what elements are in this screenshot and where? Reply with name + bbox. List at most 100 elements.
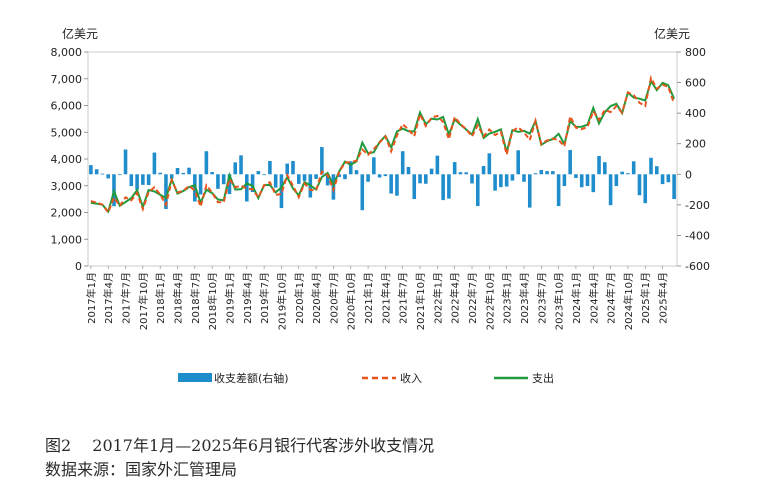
balance-bar (504, 174, 509, 187)
balance-bars (89, 147, 676, 211)
plot-border (87, 51, 678, 267)
x-tick-label: 2023年4月 (518, 272, 531, 324)
balance-bar (268, 160, 272, 175)
balance-bar (210, 171, 214, 175)
balance-bar (672, 174, 676, 200)
x-tick-label: 2018年4月 (172, 272, 185, 324)
balance-bar (608, 174, 613, 206)
balance-bar (89, 165, 93, 175)
right-tick-label: -600 (685, 260, 710, 273)
x-tick-label: 2017年7月 (120, 272, 133, 324)
balance-bar (539, 170, 544, 175)
right-tick-label: -400 (685, 229, 710, 242)
balance-bar (354, 170, 359, 175)
left-tick-label: 2,000 (51, 207, 83, 220)
x-tick-label: 2018年7月 (189, 272, 202, 324)
balance-bar (296, 174, 301, 184)
income-line (90, 74, 676, 215)
x-tick-label: 2018年10月 (206, 272, 219, 330)
balance-bar (400, 151, 405, 175)
balance-bar (447, 174, 451, 199)
x-tick-label: 2021年10月 (414, 272, 427, 330)
balance-bar (239, 155, 243, 175)
balance-bar (395, 174, 399, 196)
x-tick-label: 2023年7月 (535, 272, 548, 324)
balance-bar (343, 174, 347, 180)
right-tick-label: 600 (685, 77, 706, 90)
balance-bar (164, 174, 168, 209)
balance-bar (117, 174, 122, 176)
x-tick-label: 2020年4月 (310, 272, 323, 324)
balance-bar (100, 173, 105, 175)
legend-label-expenditure: 支出 (532, 371, 554, 385)
balance-bar (643, 174, 648, 204)
balance-bar (383, 174, 388, 177)
balance-bar (660, 174, 665, 185)
balance-bar (291, 160, 295, 175)
left-tick-label: 5,000 (51, 126, 83, 139)
x-tick-label: 2023年1月 (501, 272, 514, 324)
balance-bar (556, 174, 561, 207)
balance-bar (545, 171, 549, 175)
balance-bar (568, 149, 572, 175)
balance-bar (348, 161, 353, 175)
chart: 亿美元 亿美元 0 1,000 2,000 3,000 4,000 5,000 6,000 7… (51, 26, 710, 385)
x-tick-label: 2020年10月 (345, 272, 358, 330)
balance-bar (464, 172, 469, 175)
x-tick-label: 2025年1月 (639, 272, 652, 324)
balance-bar (146, 174, 151, 185)
balance-bar (175, 168, 180, 175)
plot-area (87, 51, 678, 267)
x-tick-label: 2019年1月 (223, 272, 236, 324)
balance-bar (181, 172, 186, 175)
balance-bar (245, 174, 249, 202)
x-tick-label: 2017年10月 (137, 272, 150, 330)
right-tick-label: 400 (685, 107, 706, 120)
balance-bar (262, 174, 266, 176)
balance-bar (94, 169, 99, 175)
right-tick-label: 200 (685, 138, 706, 151)
balance-bar (487, 153, 492, 175)
balance-bar (603, 162, 607, 175)
right-tick-label: 800 (685, 46, 706, 59)
balance-bar (256, 171, 261, 175)
balance-bar (412, 174, 417, 200)
x-tick-label: 2020年7月 (327, 272, 340, 324)
balance-bar (493, 174, 497, 191)
x-tick-label: 2021年1月 (362, 272, 375, 324)
x-tick-label: 2025年4月 (657, 272, 670, 324)
left-tick-label: 7,000 (51, 73, 83, 86)
balance-bar (320, 147, 324, 175)
left-tick-label: 4,000 (51, 153, 83, 166)
balance-bar (499, 174, 503, 188)
x-tick-label: 2017年1月 (85, 272, 98, 324)
balance-bar (533, 173, 538, 175)
balance-bar (187, 167, 191, 175)
balance-bar (198, 174, 203, 195)
left-axis: 0 1,000 2,000 3,000 4,000 5,000 6,000 7,000 8,00… (51, 46, 88, 273)
balance-bar (325, 174, 330, 186)
balance-bar (591, 174, 596, 193)
balance-bar (654, 166, 659, 175)
left-tick-label: 3,000 (51, 180, 83, 193)
balance-bar (452, 162, 457, 175)
balance-bar (626, 173, 630, 175)
legend: 收支差额(右轴) 收入 支出 (178, 371, 554, 385)
balance-bar (649, 157, 653, 175)
x-tick-label: 2020年1月 (293, 272, 306, 324)
balance-bar (366, 174, 370, 182)
balance-bar (429, 168, 434, 175)
x-tick-label: 2022年1月 (431, 272, 444, 324)
legend-label-balance: 收支差额(右轴) (214, 371, 289, 385)
x-tick-label: 2018年1月 (154, 272, 167, 324)
balance-bar (273, 174, 278, 188)
left-tick-label: 6,000 (51, 100, 83, 113)
balance-bar (227, 174, 232, 195)
balance-bar (377, 174, 382, 178)
balance-bar (424, 174, 428, 184)
balance-bar (435, 155, 440, 175)
x-tick-label: 2024年10月 (622, 272, 635, 330)
balance-bar (169, 174, 174, 179)
balance-bar (574, 174, 578, 178)
balance-bar (637, 174, 642, 196)
